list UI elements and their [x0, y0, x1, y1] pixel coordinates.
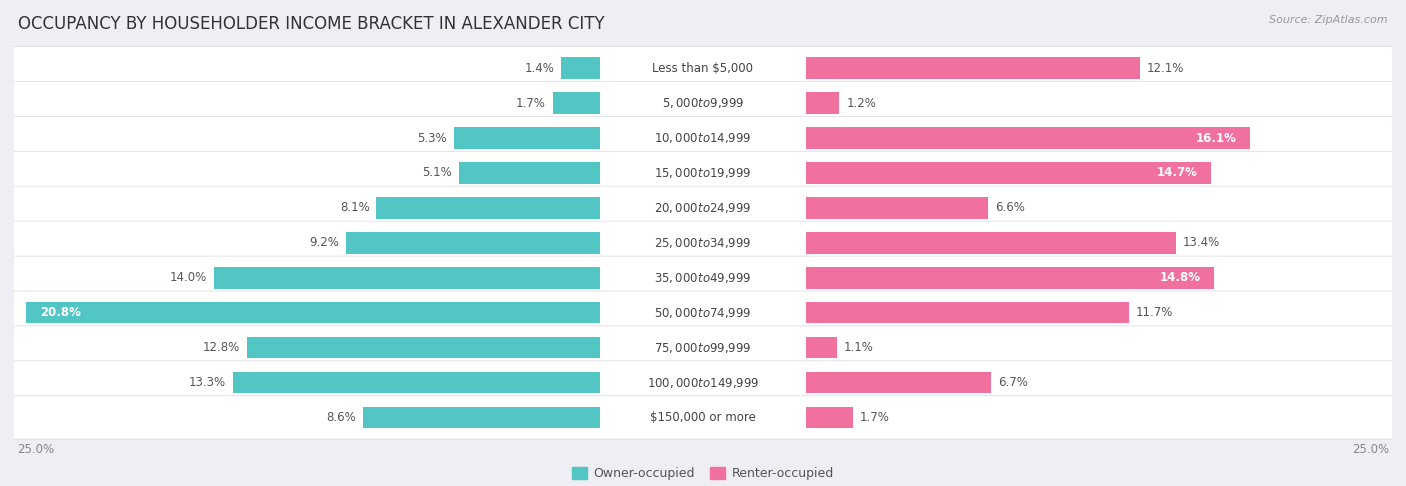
- Text: 8.6%: 8.6%: [326, 411, 356, 424]
- Bar: [454, 127, 599, 149]
- Text: 25.0%: 25.0%: [17, 443, 53, 455]
- Text: 12.1%: 12.1%: [1147, 62, 1184, 75]
- Text: 1.4%: 1.4%: [524, 62, 554, 75]
- Bar: [807, 302, 1129, 324]
- Text: OCCUPANCY BY HOUSEHOLDER INCOME BRACKET IN ALEXANDER CITY: OCCUPANCY BY HOUSEHOLDER INCOME BRACKET …: [18, 15, 605, 33]
- Text: 16.1%: 16.1%: [1195, 132, 1236, 144]
- Text: 6.6%: 6.6%: [995, 201, 1025, 214]
- Bar: [247, 337, 599, 358]
- Text: $35,000 to $49,999: $35,000 to $49,999: [654, 271, 752, 285]
- Text: 1.7%: 1.7%: [516, 97, 546, 110]
- Bar: [807, 232, 1175, 254]
- Bar: [346, 232, 599, 254]
- Text: $25,000 to $34,999: $25,000 to $34,999: [654, 236, 752, 250]
- Bar: [807, 337, 837, 358]
- Text: 14.0%: 14.0%: [170, 271, 207, 284]
- Text: 14.7%: 14.7%: [1157, 167, 1198, 179]
- Bar: [807, 127, 1250, 149]
- Text: 13.4%: 13.4%: [1182, 236, 1220, 249]
- Bar: [807, 197, 988, 219]
- Text: 6.7%: 6.7%: [998, 376, 1028, 389]
- Bar: [377, 197, 599, 219]
- Text: 1.7%: 1.7%: [860, 411, 890, 424]
- FancyBboxPatch shape: [6, 82, 1400, 125]
- Text: $100,000 to $149,999: $100,000 to $149,999: [647, 376, 759, 389]
- Text: $10,000 to $14,999: $10,000 to $14,999: [654, 131, 752, 145]
- Text: $15,000 to $19,999: $15,000 to $19,999: [654, 166, 752, 180]
- Bar: [214, 267, 599, 289]
- FancyBboxPatch shape: [6, 326, 1400, 369]
- Text: $75,000 to $99,999: $75,000 to $99,999: [654, 341, 752, 355]
- Text: 20.8%: 20.8%: [41, 306, 82, 319]
- Bar: [807, 267, 1215, 289]
- Bar: [807, 92, 839, 114]
- FancyBboxPatch shape: [6, 116, 1400, 160]
- Text: 1.2%: 1.2%: [846, 97, 876, 110]
- Text: 14.8%: 14.8%: [1160, 271, 1201, 284]
- Text: Less than $5,000: Less than $5,000: [652, 62, 754, 75]
- Text: 13.3%: 13.3%: [190, 376, 226, 389]
- FancyBboxPatch shape: [6, 361, 1400, 404]
- Text: Source: ZipAtlas.com: Source: ZipAtlas.com: [1270, 15, 1388, 25]
- Text: 5.1%: 5.1%: [422, 167, 453, 179]
- Bar: [807, 372, 991, 393]
- Text: $20,000 to $24,999: $20,000 to $24,999: [654, 201, 752, 215]
- Bar: [553, 92, 599, 114]
- FancyBboxPatch shape: [6, 151, 1400, 194]
- Text: 5.3%: 5.3%: [418, 132, 447, 144]
- Text: $5,000 to $9,999: $5,000 to $9,999: [662, 96, 744, 110]
- Bar: [807, 57, 1140, 79]
- Bar: [561, 57, 599, 79]
- FancyBboxPatch shape: [6, 221, 1400, 264]
- Text: 11.7%: 11.7%: [1136, 306, 1173, 319]
- Text: 25.0%: 25.0%: [1353, 443, 1389, 455]
- Text: 9.2%: 9.2%: [309, 236, 339, 249]
- FancyBboxPatch shape: [6, 186, 1400, 229]
- FancyBboxPatch shape: [6, 291, 1400, 334]
- Text: 8.1%: 8.1%: [340, 201, 370, 214]
- Text: 12.8%: 12.8%: [202, 341, 240, 354]
- Bar: [363, 407, 599, 428]
- Bar: [807, 162, 1212, 184]
- Bar: [807, 407, 853, 428]
- Text: $150,000 or more: $150,000 or more: [650, 411, 756, 424]
- Legend: Owner-occupied, Renter-occupied: Owner-occupied, Renter-occupied: [568, 462, 838, 485]
- FancyBboxPatch shape: [6, 396, 1400, 439]
- Bar: [460, 162, 599, 184]
- Text: 1.1%: 1.1%: [844, 341, 873, 354]
- FancyBboxPatch shape: [6, 47, 1400, 90]
- Bar: [233, 372, 599, 393]
- Text: $50,000 to $74,999: $50,000 to $74,999: [654, 306, 752, 320]
- Bar: [27, 302, 599, 324]
- FancyBboxPatch shape: [6, 256, 1400, 299]
